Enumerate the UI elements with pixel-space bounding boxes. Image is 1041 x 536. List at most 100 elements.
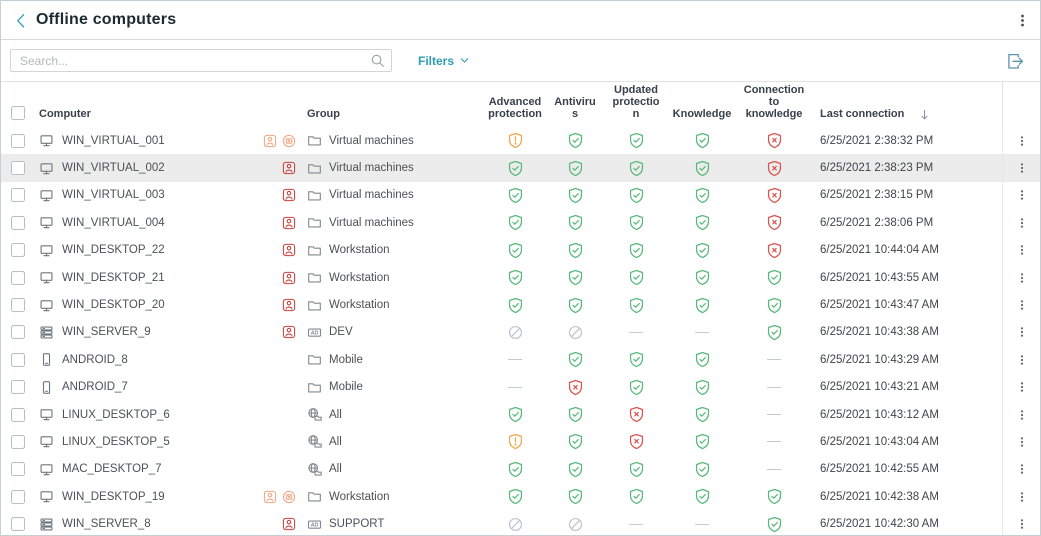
table-row[interactable]: WIN_VIRTUAL_003 Virtual machines 6/25/20… xyxy=(1,181,1040,210)
status-shield-check-icon xyxy=(507,488,524,505)
row-checkbox[interactable] xyxy=(11,133,25,148)
row-menu-icon[interactable] xyxy=(1016,436,1028,448)
status-shield-check-icon xyxy=(628,214,645,231)
row-menu-icon[interactable] xyxy=(1016,409,1028,421)
table-row[interactable]: WIN_DESKTOP_21 Workstation 6/25/2021 10:… xyxy=(1,263,1040,292)
filters-button[interactable]: Filters xyxy=(418,54,470,68)
search-icon[interactable] xyxy=(370,53,385,68)
last-connection-value: 6/25/2021 2:38:23 PM xyxy=(820,162,934,175)
row-checkbox[interactable] xyxy=(11,161,25,176)
row-checkbox[interactable] xyxy=(11,215,25,230)
column-header-updated-protection[interactable]: Updated protection xyxy=(612,84,660,120)
row-checkbox[interactable] xyxy=(11,434,25,449)
table-row[interactable]: WIN_VIRTUAL_002 Virtual machines 6/25/20… xyxy=(1,154,1040,182)
row-menu-icon[interactable] xyxy=(1016,217,1028,229)
status-shield-check-icon xyxy=(628,379,645,396)
status-shield-check-icon xyxy=(694,297,711,314)
status-dash xyxy=(767,386,781,388)
user-badge-icon xyxy=(282,216,296,230)
status-shield-check-icon xyxy=(567,242,584,259)
row-menu-icon[interactable] xyxy=(1016,381,1028,393)
user-badge-icon xyxy=(282,188,296,202)
folder-icon xyxy=(307,188,322,203)
export-icon[interactable] xyxy=(1004,50,1025,71)
computers-table-body: WIN_VIRTUAL_001 Virtual machines 6/25/20… xyxy=(1,127,1040,535)
computer-name: WIN_DESKTOP_20 xyxy=(62,299,165,312)
row-menu-icon[interactable] xyxy=(1016,354,1028,366)
row-menu-icon[interactable] xyxy=(1016,463,1028,475)
sort-descending-icon[interactable] xyxy=(918,108,931,121)
monitor-icon xyxy=(39,133,54,148)
back-icon[interactable] xyxy=(13,12,30,29)
select-all-checkbox[interactable] xyxy=(11,106,25,120)
row-menu-icon[interactable] xyxy=(1016,189,1028,201)
group-name: Virtual machines xyxy=(329,134,414,147)
row-checkbox[interactable] xyxy=(11,270,25,285)
row-checkbox[interactable] xyxy=(11,352,25,367)
status-shield-check-icon xyxy=(567,488,584,505)
row-menu-icon[interactable] xyxy=(1016,491,1028,503)
status-shield-check-icon xyxy=(694,242,711,259)
group-name: Mobile xyxy=(329,353,363,366)
column-header-group[interactable]: Group xyxy=(307,108,340,120)
column-header-antivirus[interactable]: Antivirus xyxy=(554,96,596,120)
title-bar: Offline computers xyxy=(1,1,1040,40)
row-menu-icon[interactable] xyxy=(1016,272,1028,284)
column-header-computer[interactable]: Computer xyxy=(39,108,91,120)
table-row[interactable]: WIN_SERVER_8 SUPPORT 6/25/2021 10:42:30 … xyxy=(1,510,1040,535)
computer-name: LINUX_DESKTOP_5 xyxy=(62,435,170,448)
table-row[interactable]: LINUX_DESKTOP_5 All 6/25/2021 10:43:04 A… xyxy=(1,428,1040,456)
row-checkbox[interactable] xyxy=(11,517,25,532)
table-row[interactable]: WIN_DESKTOP_20 Workstation 6/25/2021 10:… xyxy=(1,291,1040,319)
monitor-icon xyxy=(39,489,54,504)
row-menu-icon[interactable] xyxy=(1016,326,1028,338)
status-shield-warning-icon xyxy=(507,132,524,149)
status-shield-check-icon xyxy=(507,297,524,314)
status-shield-check-icon xyxy=(766,516,783,533)
column-header-last-connection[interactable]: Last connection xyxy=(812,82,1002,127)
table-row[interactable]: MAC_DESKTOP_7 All 6/25/2021 10:42:55 AM xyxy=(1,455,1040,484)
table-row[interactable]: ANDROID_8 Mobile 6/25/2021 10:43:29 AM xyxy=(1,346,1040,374)
status-shield-check-icon xyxy=(694,488,711,505)
row-menu-icon[interactable] xyxy=(1016,518,1028,530)
row-menu-icon[interactable] xyxy=(1016,135,1028,147)
column-header-advanced-protection[interactable]: Advanced protection xyxy=(488,96,542,120)
table-row[interactable]: LINUX_DESKTOP_6 All 6/25/2021 10:43:12 A… xyxy=(1,400,1040,429)
table-row[interactable]: WIN_VIRTUAL_001 Virtual machines 6/25/20… xyxy=(1,127,1040,155)
row-menu-icon[interactable] xyxy=(1016,244,1028,256)
search-input[interactable] xyxy=(10,49,392,72)
table-row[interactable]: WIN_DESKTOP_22 Workstation 6/25/2021 10:… xyxy=(1,236,1040,264)
status-shield-check-icon xyxy=(567,132,584,149)
row-checkbox[interactable] xyxy=(11,380,25,395)
column-header-knowledge[interactable]: Knowledge xyxy=(672,108,732,120)
monitor-icon xyxy=(39,407,54,422)
row-badges xyxy=(282,325,299,339)
row-checkbox[interactable] xyxy=(11,325,25,340)
column-header-connection-to-knowledge[interactable]: Connection to knowledge xyxy=(743,84,805,120)
table-row[interactable]: WIN_SERVER_9 DEV 6/25/2021 10:43:38 AM xyxy=(1,318,1040,347)
row-checkbox[interactable] xyxy=(11,298,25,313)
status-shield-check-icon xyxy=(507,242,524,259)
row-checkbox[interactable] xyxy=(11,462,25,477)
user-badge-icon xyxy=(263,490,277,504)
table-row[interactable]: WIN_DESKTOP_19 Workstation 6/25/2021 10:… xyxy=(1,483,1040,511)
monitor-icon xyxy=(39,462,54,477)
row-checkbox[interactable] xyxy=(11,489,25,504)
status-shield-check-icon xyxy=(567,461,584,478)
row-checkbox[interactable] xyxy=(11,407,25,422)
row-menu-icon[interactable] xyxy=(1016,162,1028,174)
row-menu-icon[interactable] xyxy=(1016,299,1028,311)
monitor-icon xyxy=(39,215,54,230)
folder-icon xyxy=(307,215,322,230)
computer-name: WIN_SERVER_8 xyxy=(62,518,151,531)
row-badges xyxy=(282,243,299,257)
last-connection-value: 6/25/2021 2:38:06 PM xyxy=(820,216,934,229)
status-shield-check-icon xyxy=(694,379,711,396)
row-checkbox[interactable] xyxy=(11,243,25,258)
table-row[interactable]: WIN_VIRTUAL_004 Virtual machines 6/25/20… xyxy=(1,209,1040,237)
page-menu-icon[interactable] xyxy=(1015,13,1030,28)
status-shield-check-icon xyxy=(694,187,711,204)
table-row[interactable]: ANDROID_7 Mobile 6/25/2021 10:43:21 AM xyxy=(1,373,1040,401)
row-checkbox[interactable] xyxy=(11,188,25,203)
